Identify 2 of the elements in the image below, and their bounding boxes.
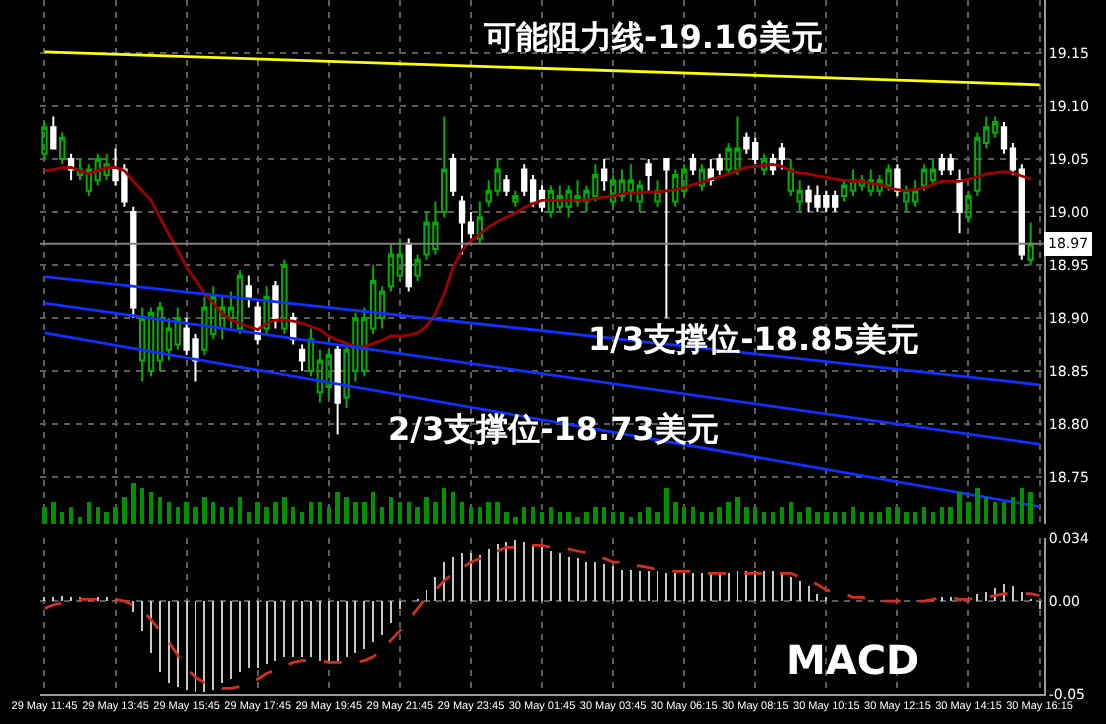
- annotation: 可能阻力线-19.16美元: [482, 18, 823, 56]
- annotation: MACD: [786, 636, 920, 684]
